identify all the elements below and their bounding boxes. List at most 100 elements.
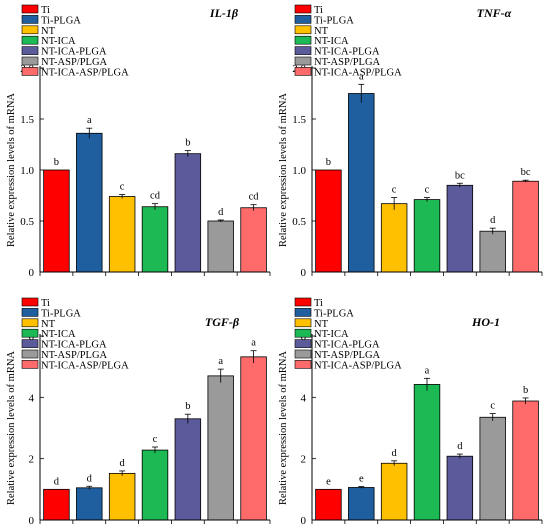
legend-label: NT-ICA-ASP/PLGA (314, 360, 402, 371)
bar-nt (108, 472, 136, 521)
legend-swatch (21, 328, 39, 338)
significance-letter: b (185, 401, 190, 412)
significance-letter: a (251, 338, 256, 349)
y-tick-label: 1.0 (20, 165, 34, 177)
legend-label: NT-ICA-ASP/PLGA (41, 67, 129, 78)
bar-nt-ica-asp-plga (240, 356, 267, 521)
bar-ti-plga (76, 487, 103, 521)
y-axis-label: Relative expression levels of mRNA (278, 351, 289, 505)
significance-letter: a (218, 356, 223, 367)
legend-label: Ti (41, 5, 50, 16)
y-tick-label: 1.5 (20, 114, 34, 126)
bar-nt (108, 196, 136, 273)
bar-nt-ica (141, 449, 169, 521)
legend-swatch (294, 46, 312, 55)
y-tick-label: 0 (29, 515, 35, 527)
significance-letter: b (185, 138, 190, 149)
bar-nt-ica-plga (446, 455, 474, 521)
bar-nt-asp-plga (207, 375, 234, 521)
legend-swatch (294, 328, 312, 338)
legend-label: NT-ICA-PLGA (41, 340, 107, 351)
legend-label: Ti (41, 298, 50, 309)
bar-nt-asp-plga (207, 220, 234, 273)
legend-swatch (294, 4, 312, 14)
significance-letter: d (457, 441, 463, 452)
bar-nt (380, 203, 408, 273)
significance-letter: a (359, 71, 364, 82)
legend-label: Ti (314, 5, 323, 16)
legend-label: NT-ICA (314, 36, 349, 47)
bar-ti-plga (348, 487, 375, 521)
legend-label: NT (314, 319, 329, 330)
significance-letter: b (54, 157, 59, 168)
significance-letter: d (87, 473, 93, 484)
legend-swatch (294, 25, 312, 35)
significance-letter: b (523, 385, 528, 396)
y-tick-label: 0 (29, 267, 35, 279)
legend-swatch (294, 56, 312, 66)
y-tick-label: 4 (29, 392, 35, 404)
legend-label: NT-ASP/PLGA (314, 57, 381, 68)
chart-title: TNF-α (477, 6, 512, 20)
bar-ti-plga (348, 93, 375, 273)
legend-swatch (21, 308, 39, 317)
legend-label: NT-ICA-PLGA (314, 340, 380, 351)
legend-label: NT-ASP/PLGA (314, 350, 381, 361)
legend-swatch (21, 297, 39, 307)
legend-label: NT-ICA-ASP/PLGA (41, 360, 129, 371)
y-tick-label: 2 (29, 454, 35, 466)
legend-swatch (21, 15, 39, 24)
bar-ti (43, 488, 70, 521)
y-tick-label: 1.0 (292, 165, 306, 177)
legend-label: NT (41, 319, 56, 330)
significance-letter: cd (249, 192, 260, 203)
chart-title: TGF-β (205, 315, 240, 329)
significance-letter: c (120, 181, 125, 192)
y-tick-label: 0 (301, 267, 307, 279)
significance-letter: e (359, 474, 364, 485)
legend-swatch (294, 15, 312, 24)
legend-swatch (21, 318, 39, 328)
y-axis-label: Relative expression levels of mRNA (6, 93, 17, 247)
legend-label: Ti (314, 298, 323, 309)
legend-swatch (21, 67, 39, 76)
legend-label: Ti-PLGA (314, 15, 354, 26)
significance-letter: a (87, 115, 92, 126)
legend-swatch (21, 25, 39, 35)
legend: TiTi-PLGANTNT-ICANT-ICA-PLGANT-ASP/PLGAN… (21, 297, 129, 371)
legend-swatch (294, 349, 312, 359)
legend-swatch (294, 35, 312, 45)
legend-label: Ti-PLGA (314, 308, 354, 319)
significance-letter: c (425, 185, 430, 196)
y-tick-label: 1.5 (292, 114, 306, 126)
legend: TiTi-PLGANTNT-ICANT-ICA-PLGANT-ASP/PLGAN… (294, 4, 402, 78)
legend-swatch (21, 56, 39, 66)
legend-label: NT (314, 26, 329, 37)
legend-label: NT-ICA-PLGA (314, 47, 380, 58)
legend-label: Ti-PLGA (41, 308, 81, 319)
y-axis-label: Relative expression levels of mRNA (278, 93, 289, 247)
significance-letter: d (54, 476, 60, 487)
significance-letter: c (490, 401, 495, 412)
bar-ti (43, 169, 70, 273)
chart-panel-4: eedadcb0246Relative expression levels of… (278, 297, 543, 527)
legend-swatch (294, 339, 312, 348)
significance-letter: a (425, 365, 430, 376)
significance-letter: bc (521, 167, 531, 178)
significance-letter: d (490, 215, 496, 226)
bar-nt-ica-asp-plga (240, 207, 267, 273)
legend-label: NT-ASP/PLGA (41, 350, 108, 361)
legend-swatch (294, 318, 312, 328)
significance-letter: c (153, 434, 158, 445)
y-axis-label: Relative expression levels of mRNA (6, 351, 17, 505)
bar-nt (380, 462, 408, 521)
significance-letter: d (218, 207, 224, 218)
significance-letter: b (326, 157, 331, 168)
legend-swatch (21, 339, 39, 348)
y-tick-label: 0.5 (20, 216, 34, 228)
legend-swatch (21, 35, 39, 45)
bar-ti-plga (76, 132, 103, 273)
